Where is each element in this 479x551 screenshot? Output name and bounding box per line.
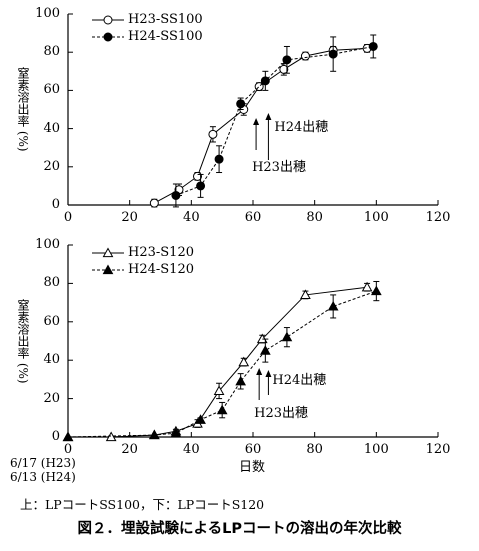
series-H23-SS100	[92, 15, 372, 208]
series-H24-SS100	[92, 32, 378, 208]
legend-label: H24-S120	[128, 262, 194, 277]
data-point	[370, 285, 382, 296]
arrow-head	[253, 118, 260, 125]
data-point	[235, 375, 247, 386]
legend-label: H23-S120	[128, 245, 194, 260]
data-point	[368, 41, 378, 51]
x-tick-label: 40	[183, 442, 200, 457]
y-tick-label: 0	[51, 197, 60, 212]
annotation-arrow	[265, 370, 272, 395]
data-point	[259, 345, 271, 355]
y-axis-label: 窒素溶出率 (%)	[16, 67, 30, 152]
annotation-label: H23出穂	[254, 406, 309, 421]
data-point	[149, 198, 159, 208]
legend-marker	[102, 264, 114, 275]
x-tick-label: 0	[63, 442, 73, 457]
data-point	[195, 414, 206, 424]
footnote: 上：LPコートSS100，下：LPコートS120	[20, 497, 265, 512]
annotation-label: H23出穂	[252, 160, 306, 175]
date-h24: 6/13 (H24)	[10, 470, 76, 484]
data-point	[208, 129, 218, 139]
x-tick-label: 20	[121, 442, 138, 457]
series-line	[68, 286, 368, 438]
data-point	[300, 51, 310, 61]
legend-label: H24-SS100	[128, 29, 203, 44]
y-tick-label: 40	[43, 120, 60, 136]
annotation-label: H24出穂	[274, 120, 329, 135]
chart-2-axes	[67, 244, 439, 438]
data-point	[213, 385, 225, 396]
y-tick-label: 60	[43, 82, 60, 98]
annotation-arrow	[256, 368, 263, 400]
data-point	[171, 190, 181, 200]
series-line	[67, 290, 377, 438]
x-tick-label: 0	[63, 210, 73, 225]
x-tick-label: 60	[244, 210, 262, 225]
arrow-head	[256, 368, 263, 375]
x-tick-label: 20	[121, 210, 138, 225]
legend-label: H23-SS100	[128, 12, 203, 27]
data-point	[279, 64, 289, 74]
y-tick-label: 0	[51, 429, 60, 444]
data-point	[361, 281, 373, 292]
y-tick-label: 20	[43, 158, 60, 174]
data-point	[327, 300, 339, 311]
data-point	[214, 154, 224, 164]
y-tick-label: 80	[43, 44, 60, 60]
y-tick-label: 80	[43, 275, 60, 291]
x-tick-label: 40	[183, 210, 200, 225]
x-tick-label: 120	[425, 210, 451, 225]
annotation-arrow	[253, 118, 260, 150]
series-line	[154, 47, 368, 204]
series-H24-S120	[62, 264, 382, 442]
data-point	[62, 431, 74, 442]
series-H23-S120	[62, 247, 373, 442]
x-tick-label: 100	[363, 442, 389, 457]
legend-marker	[103, 15, 113, 25]
figure-caption: 図２．埋設試験によるLPコートの溶出の年次比較	[77, 521, 402, 537]
date-h23: 6/17 (H23)	[10, 456, 76, 470]
annotation-label: H24出穂	[272, 373, 327, 388]
x-axis-label: 日数	[239, 460, 266, 475]
x-tick-label: 100	[363, 210, 389, 225]
data-point	[328, 49, 338, 59]
data-point	[236, 99, 246, 109]
data-point	[170, 427, 182, 438]
y-tick-label: 100	[35, 6, 60, 21]
data-point	[148, 429, 160, 440]
data-point	[238, 356, 250, 367]
arrow-head	[265, 370, 272, 377]
legend-marker	[102, 247, 114, 258]
series-line	[175, 45, 374, 196]
y-tick-label: 100	[35, 237, 60, 252]
data-point	[281, 331, 293, 342]
chart-1-axes	[67, 13, 439, 206]
data-point	[300, 289, 311, 300]
annotation-arrow	[265, 113, 272, 160]
data-point	[282, 55, 292, 65]
x-tick-label: 80	[306, 210, 323, 225]
data-point	[196, 181, 206, 191]
x-tick-label: 120	[425, 442, 451, 457]
y-tick-label: 60	[43, 313, 60, 329]
x-tick-label: 60	[244, 442, 262, 457]
data-point	[216, 404, 228, 415]
y-tick-label: 40	[43, 352, 60, 368]
data-point	[260, 76, 270, 86]
x-tick-label: 80	[306, 442, 323, 457]
y-axis-label: 窒素溶出率 (%)	[16, 298, 30, 384]
legend-marker	[103, 32, 113, 42]
arrow-head	[265, 113, 272, 120]
x-axis-dates: 6/17 (H23) 6/13 (H24)	[10, 456, 76, 484]
y-tick-label: 20	[43, 390, 60, 406]
